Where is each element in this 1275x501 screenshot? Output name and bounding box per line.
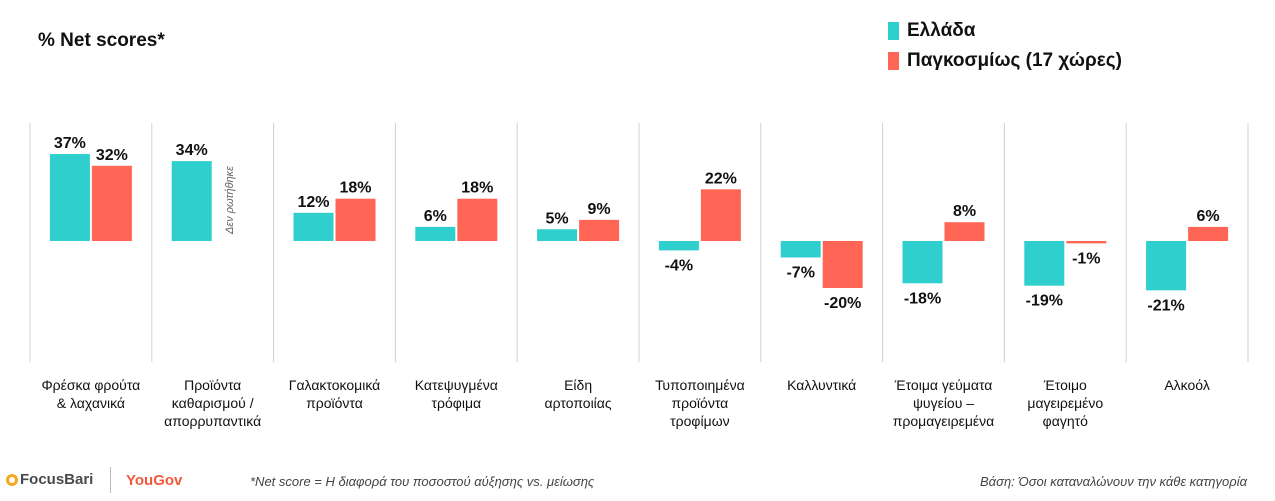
legend: Ελλάδα Παγκοσμίως (17 χώρες) (888, 16, 1122, 76)
category-label-line: Καλλυντικά (787, 377, 857, 393)
category-label-line: Αλκοόλ (1164, 377, 1210, 393)
data-label-global: 32% (96, 147, 128, 164)
data-label-greece: -18% (904, 290, 941, 307)
base-note: Βάση: Όσοι καταναλώνουν την κάθε κατηγορ… (980, 474, 1247, 489)
footnote: *Net score = Η διαφορά του ποσοστού αύξη… (250, 474, 595, 489)
category-label-line: Γαλακτοκομικά (288, 377, 381, 393)
data-label-global: -1% (1072, 250, 1100, 267)
category-label-line: απορρυπαντικά (164, 413, 262, 429)
category-label-line: ψυγείου – (912, 395, 975, 411)
data-label-global: 22% (705, 170, 737, 187)
category-label: Αλκοόλ (1128, 376, 1246, 394)
bar-greece (1024, 241, 1065, 286)
legend-label-greece: Ελλάδα (907, 20, 976, 41)
bar-greece (658, 241, 699, 251)
category-label: Γαλακτοκομικά προϊόντα (276, 376, 394, 412)
bar-greece (780, 241, 821, 258)
category-label: Κατεψυγμένα τρόφιμα (397, 376, 515, 412)
bar-greece (1146, 241, 1187, 291)
bar-global (700, 189, 741, 241)
category-label-line: τρόφιμα (431, 395, 482, 411)
data-label-greece: -7% (786, 264, 814, 281)
category-label-line: τροφίμων (670, 413, 730, 429)
bar-global (822, 241, 863, 288)
category-label-line: Είδη (564, 377, 593, 393)
data-label-greece: -21% (1147, 297, 1184, 314)
legend-swatch-global (888, 52, 899, 70)
bar-greece (415, 226, 456, 241)
category-label: Έτοιμα γεύματα ψυγείου – προμαγειρεμένα (885, 376, 1003, 430)
category-label-line: Κατεψυγμένα (414, 377, 498, 393)
focusbari-logo: FocusBari (6, 471, 93, 488)
bar-global (944, 222, 985, 241)
bar-global (1188, 226, 1229, 241)
data-label-greece: 5% (546, 210, 569, 227)
bar-greece (171, 161, 212, 241)
data-label-greece: 6% (424, 208, 447, 225)
focusbari-logo-text: FocusBari (20, 471, 94, 488)
bar-global (1066, 241, 1107, 244)
category-label: Φρέσκα φρούτα & λαχανικά (32, 376, 150, 412)
category-label-line: μαγειρεμένο (1027, 395, 1104, 411)
bar-global (335, 198, 376, 241)
logo-divider (110, 467, 111, 493)
legend-swatch-greece (888, 22, 899, 40)
category-label-line: καθαρισμού / (171, 395, 254, 411)
chart-title: % Net scores* (38, 30, 165, 51)
data-label-greece: 37% (54, 135, 86, 152)
data-label-greece: 34% (176, 142, 208, 159)
category-label-line: Έτοιμα γεύματα (894, 377, 993, 393)
not-asked-note: Δεν ρωτήθηκε (224, 165, 236, 235)
bar-greece (537, 229, 578, 241)
bar-greece (902, 241, 943, 284)
data-label-global: 8% (953, 203, 976, 220)
data-label-global: 18% (461, 180, 493, 197)
bar-greece (49, 154, 90, 241)
category-label-line: φαγητό (1042, 413, 1088, 429)
category-label: Προϊόντα καθαρισμού / απορρυπαντικά (154, 376, 272, 430)
data-label-greece: -19% (1026, 293, 1063, 310)
data-label-global: 18% (339, 180, 371, 197)
category-label-line: αρτοποιίας (544, 395, 612, 411)
category-label-line: προϊόντα (671, 395, 729, 411)
bar-global (91, 165, 132, 241)
magnifier-icon (6, 473, 18, 486)
category-label-line: & λαχανικά (56, 395, 125, 411)
yougov-logo: YouGov (126, 472, 183, 489)
legend-item-greece: Ελλάδα (888, 16, 1122, 46)
legend-label-global: Παγκοσμίως (17 χώρες) (907, 50, 1122, 71)
data-label-global: 9% (588, 201, 611, 218)
category-label-line: Έτοιμο (1043, 377, 1087, 393)
bar-global (457, 198, 498, 241)
category-label: Τυποποιημένα προϊόντα τροφίμων (641, 376, 759, 430)
category-label-line: Προϊόντα (184, 377, 242, 393)
data-label-global: 6% (1197, 208, 1220, 225)
category-label-line: Φρέσκα φρούτα (41, 377, 141, 393)
data-label-greece: -4% (665, 257, 693, 274)
bar-greece (293, 212, 334, 241)
category-label: Είδη αρτοποιίας (519, 376, 637, 412)
bar-global (579, 219, 620, 241)
legend-item-global: Παγκοσμίως (17 χώρες) (888, 46, 1122, 76)
data-label-greece: 12% (297, 194, 329, 211)
category-label-line: Τυποποιημένα (655, 377, 745, 393)
category-label: Καλλυντικά (763, 376, 881, 394)
data-label-global: -20% (824, 295, 861, 312)
category-label-line: προμαγειρεμένα (892, 413, 995, 429)
category-label: Έτοιμο μαγειρεμένο φαγητό (1006, 376, 1124, 430)
category-label-line: προϊόντα (306, 395, 363, 411)
